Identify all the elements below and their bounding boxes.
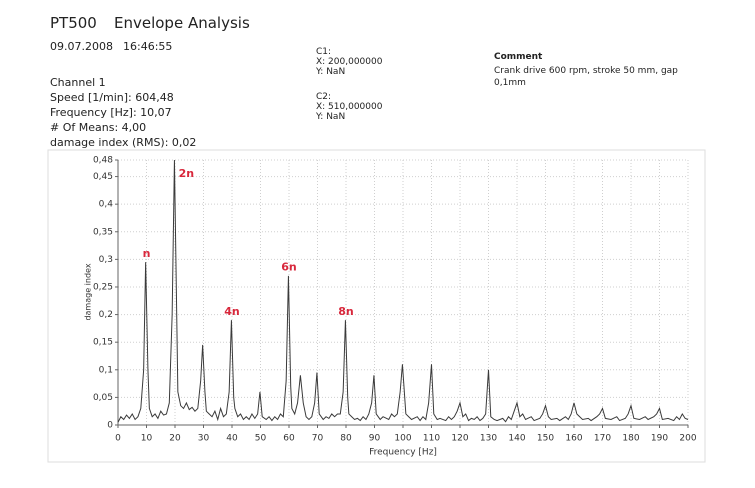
product: PT500 [50,14,97,32]
cursor-y: Y: NaN [316,67,346,77]
x-tick-label: 180 [622,434,639,444]
info-line: damage index (RMS): 0,02 [50,136,197,149]
comment-title: Comment [494,52,543,62]
cursor-name: C2: [316,92,332,102]
y-axis-label: damage index [84,263,93,320]
cursor-y: Y: NaN [316,112,346,122]
info-line: Channel 1 [50,76,106,89]
annotation: 2n [179,167,195,180]
y-tick-label: 0,48 [93,156,113,166]
x-tick-label: 100 [394,434,411,444]
info-line: Speed [1/min]: 604,48 [50,91,174,104]
info-line: # Of Means: 4,00 [50,121,147,134]
y-tick-label: 0,1 [99,365,113,375]
x-tick-label: 0 [115,434,121,444]
date: 09.07.2008 [50,40,113,53]
annotation: n [143,247,151,260]
x-tick-label: 20 [169,434,181,444]
y-tick-label: 0,15 [93,338,113,348]
y-tick-label: 0 [107,421,113,431]
y-tick-label: 0,3 [99,255,113,265]
x-tick-label: 160 [565,434,582,444]
cursor-x: X: 510,000000 [316,102,383,112]
y-tick-label: 0,05 [93,393,113,403]
report-title: Envelope Analysis [114,14,250,32]
x-tick-label: 60 [283,434,295,444]
chart-frame [47,149,706,463]
y-tick-label: 0,2 [99,310,113,320]
x-tick-label: 50 [255,434,267,444]
x-tick-label: 10 [141,434,153,444]
y-tick-label: 0,45 [93,172,113,182]
x-tick-label: 170 [594,434,611,444]
y-tick-label: 0,4 [99,200,114,210]
y-tick-label: 0,35 [93,227,113,237]
info-line: Frequency [Hz]: 10,07 [50,106,172,119]
cursor-name: C1: [316,47,332,57]
x-tick-label: 70 [312,434,324,444]
x-tick-label: 120 [451,434,468,444]
time: 16:46:55 [123,40,173,53]
x-tick-label: 200 [679,434,696,444]
x-tick-label: 40 [226,434,238,444]
annotation: 4n [224,305,240,318]
y-tick-label: 0,25 [93,282,113,292]
data-line [117,159,689,423]
x-tick-label: 190 [651,434,668,444]
annotation: 6n [281,261,297,274]
comment: Crank drive 600 rpm, stroke 50 mm, gap 0… [494,66,678,88]
x-tick-label: 150 [537,434,554,444]
x-tick-label: 140 [508,434,525,444]
cursor-x: X: 200,000000 [316,57,383,67]
x-tick-label: 130 [480,434,497,444]
x-tick-label: 90 [369,434,381,444]
x-axis-label: Frequency [Hz] [369,448,437,458]
x-tick-label: 30 [198,434,210,444]
x-tick-label: 80 [340,434,352,444]
annotation: 8n [338,305,354,318]
x-tick-label: 110 [423,434,440,444]
